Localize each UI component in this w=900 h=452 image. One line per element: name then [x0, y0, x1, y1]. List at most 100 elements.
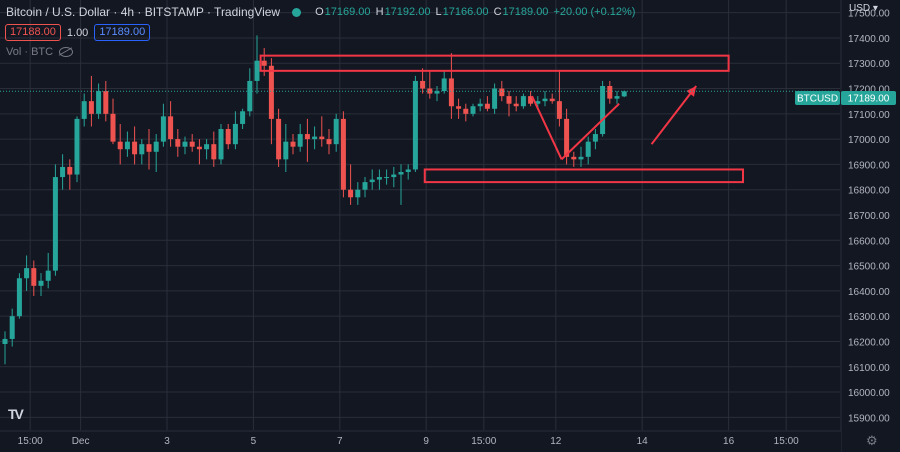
candle-body — [225, 129, 231, 145]
candle-body — [60, 166, 66, 178]
candle-body — [607, 86, 613, 99]
candle-body — [355, 189, 361, 198]
candle-body — [132, 141, 138, 155]
candle-body — [268, 65, 274, 119]
ohlc-readout: O17169.00 H17192.00 L17166.00 C17189.00 … — [315, 6, 637, 18]
annotation-trendline — [560, 102, 620, 161]
candle-body — [9, 316, 15, 339]
candle-body — [592, 134, 598, 142]
candle-body — [196, 146, 202, 150]
candle-body — [542, 98, 548, 102]
y-tick-label: 17300.00 — [848, 59, 890, 70]
y-tick-label: 17000.00 — [848, 135, 890, 146]
sell-button[interactable]: 17188.00 — [5, 24, 61, 41]
price-tag-value: 17189.00 — [848, 94, 890, 105]
candle-body — [556, 101, 562, 119]
candle-body — [441, 78, 447, 92]
candle-body — [499, 88, 505, 97]
price-tag: BTCUSD 17189.00 — [795, 91, 896, 105]
annotations-layer — [259, 54, 744, 184]
candle-body — [74, 118, 80, 175]
currency-selector[interactable]: USD ▾ — [849, 3, 878, 14]
candle-body — [117, 141, 123, 150]
candle-body — [276, 118, 282, 160]
annotation-rectangle — [259, 54, 730, 72]
candle-body — [528, 96, 534, 104]
buy-button[interactable]: 17189.00 — [94, 24, 151, 41]
candle-body — [67, 166, 73, 175]
candle-body — [88, 101, 94, 114]
price-tag-value-box — [841, 91, 896, 105]
open-label: O — [315, 6, 324, 18]
annotation-arrow-head — [686, 86, 697, 97]
candle-body — [484, 103, 490, 109]
candle-body — [168, 116, 174, 140]
candle-body — [456, 106, 462, 109]
candle-body — [153, 141, 159, 152]
price-tag-symbol-box — [795, 91, 840, 105]
candle-body — [290, 141, 296, 147]
candle-body — [391, 174, 397, 178]
candle-body — [384, 177, 390, 179]
candle-body — [405, 169, 411, 172]
y-axis[interactable]: 15900.00 16000.00 16100.00 16200.00 16300.00… — [840, 0, 900, 452]
candle-body — [240, 111, 246, 124]
candle-body — [412, 80, 418, 170]
low-value: 17166.00 — [442, 6, 489, 18]
candle-body — [376, 177, 382, 180]
candle-body — [218, 129, 224, 160]
candle-body — [2, 338, 8, 344]
candle-body — [463, 108, 469, 114]
x-axis-background — [0, 431, 841, 452]
candle-body — [146, 144, 152, 152]
open-value: 17169.00 — [324, 6, 371, 18]
candle-body — [348, 189, 354, 198]
y-tick-label: 17500.00 — [848, 9, 890, 20]
x-tick-label: 3 — [164, 436, 170, 447]
candle-body — [319, 136, 325, 140]
y-tick-label: 17400.00 — [848, 34, 890, 45]
candle-body — [470, 106, 476, 114]
candle-body — [578, 156, 584, 160]
candle-body — [535, 101, 541, 104]
x-tick-label: Dec — [72, 436, 90, 447]
tradingview-logo[interactable]: TV — [8, 406, 24, 422]
y-tick-label: 17100.00 — [848, 110, 890, 121]
candle-body — [261, 60, 267, 66]
close-value: 17189.00 — [502, 6, 549, 18]
candle-body — [247, 80, 253, 112]
high-label: H — [375, 6, 384, 18]
candle-body — [398, 172, 404, 175]
y-tick-label: 16100.00 — [848, 363, 890, 374]
x-axis[interactable]: 15:00 Dec 3 5 7 9 15:00 12 14 16 15:00 — [0, 430, 841, 452]
candle-body — [513, 103, 519, 107]
candle-body — [614, 96, 620, 99]
candle-body — [182, 141, 188, 147]
candle-body — [16, 278, 22, 317]
x-tick-label: 7 — [337, 436, 343, 447]
candle-body — [45, 270, 51, 281]
volume-label: Vol · BTC — [6, 46, 54, 58]
candle-body — [283, 141, 289, 160]
price-tag-symbol: BTCUSD — [797, 94, 838, 105]
candle-body — [175, 139, 181, 147]
volume-indicator[interactable]: Vol · BTC — [6, 46, 74, 58]
candle-body — [211, 144, 217, 160]
candle-body — [326, 139, 332, 145]
candle-body — [585, 141, 591, 157]
symbol-title[interactable]: Bitcoin / U.S. Dollar · 4h · BITSTAMP · … — [6, 5, 281, 19]
x-tick-label: 12 — [550, 436, 562, 447]
hidden-eye-icon[interactable] — [59, 47, 74, 57]
candle-body — [564, 118, 570, 157]
y-tick-label: 16800.00 — [848, 186, 890, 197]
x-tick-label: 15:00 — [18, 436, 43, 447]
y-tick-label: 15900.00 — [848, 413, 890, 424]
candle-body — [448, 78, 454, 107]
candle-body — [571, 156, 577, 160]
gear-icon[interactable]: ⚙ — [866, 433, 878, 448]
candle-body — [31, 268, 37, 286]
candle-body — [506, 96, 512, 104]
y-tick-label: 16700.00 — [848, 211, 890, 222]
y-tick-label: 16400.00 — [848, 287, 890, 298]
